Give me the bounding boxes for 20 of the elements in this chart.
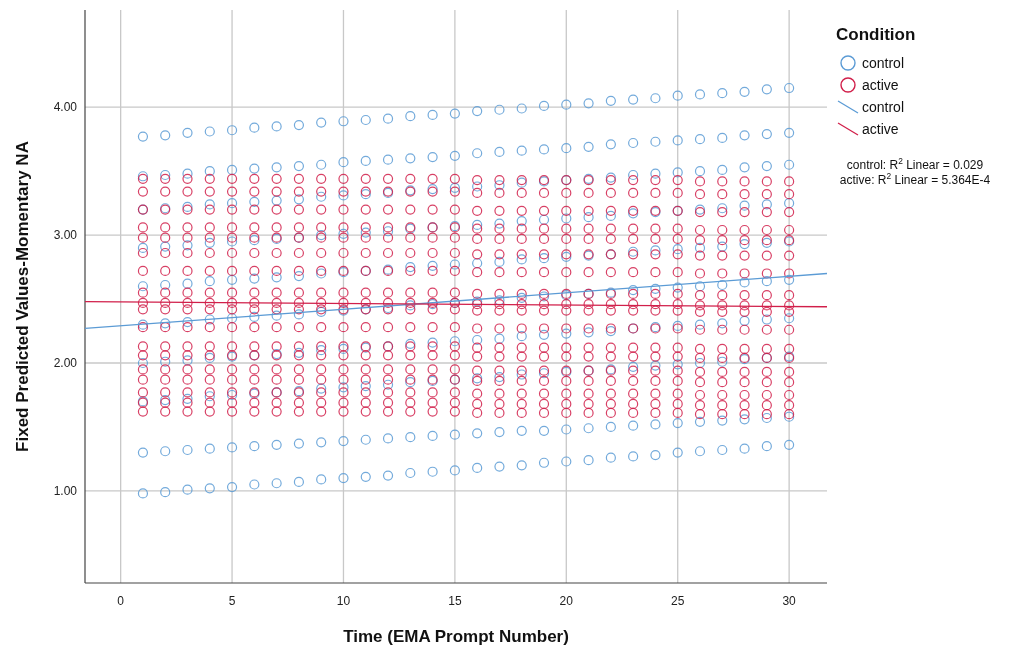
x-axis-title: Time (EMA Prompt Number) — [343, 627, 569, 646]
legend-label: control — [862, 55, 905, 71]
y-tick-label: 1.00 — [53, 483, 78, 498]
y-tick-label: 3.00 — [53, 228, 78, 243]
x-tick-label: 20 — [559, 594, 574, 608]
y-tick-label: 2.00 — [53, 356, 78, 371]
legend-label: active — [862, 121, 899, 137]
x-tick-label: 25 — [671, 594, 685, 608]
text: control: R$^{2}$ Linear = 0.029 — [846, 156, 984, 172]
legend-label: active — [862, 77, 899, 93]
x-tick-label: 30 — [782, 594, 797, 608]
x-tick-label: 15 — [448, 594, 462, 608]
y-axis-title: Fixed Predicted Values-Momentary NA — [13, 141, 32, 452]
x-tick-label: 5 — [228, 594, 236, 608]
x-tick-label: 0 — [117, 594, 125, 608]
legend-title: Condition — [836, 25, 916, 44]
legend-label: control — [862, 99, 905, 115]
y-tick-label: 4.00 — [53, 100, 78, 115]
x-tick-label: 10 — [336, 594, 351, 608]
text: active: R$^{2}$ Linear = 5.364E-4 — [839, 171, 991, 187]
